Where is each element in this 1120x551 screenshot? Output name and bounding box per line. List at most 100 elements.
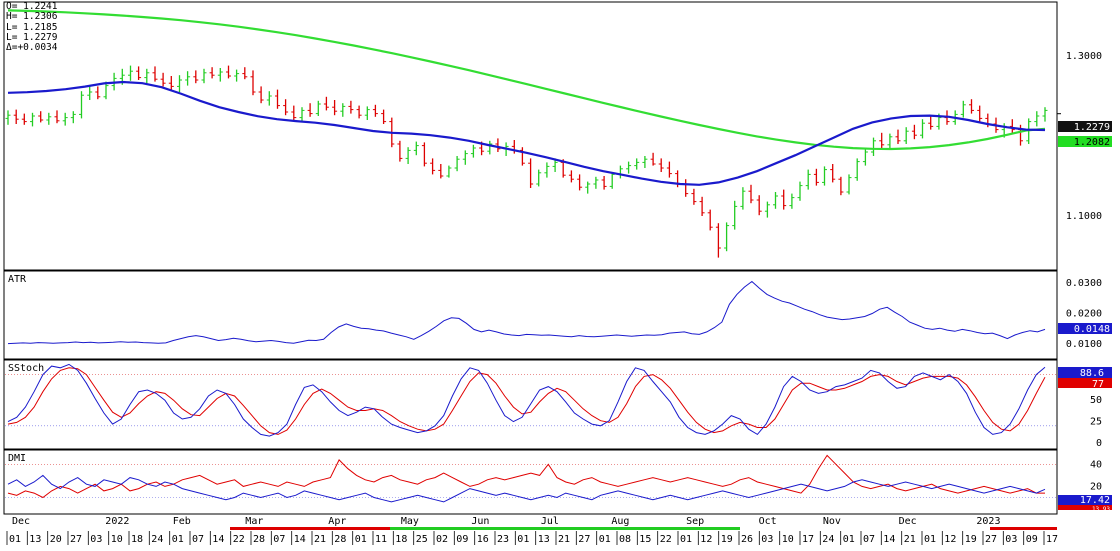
sstoch-panel — [3, 359, 1058, 450]
month-label-5: May — [401, 516, 419, 527]
day-label-26: 13 — [538, 534, 550, 545]
plus-di-line — [7, 474, 1046, 503]
dmi-y-tick-0: 40 — [1090, 459, 1102, 470]
day-label-45: 01 — [924, 534, 936, 545]
day-label-29: 01 — [599, 534, 611, 545]
day-label-12: 28 — [253, 534, 265, 545]
day-label-1: 13 — [29, 534, 41, 545]
sstoch-y-tick-2: 25 — [1090, 417, 1102, 428]
day-label-33: 01 — [680, 534, 692, 545]
sstoch-d-line — [7, 367, 1046, 435]
day-label-0: 01 — [9, 534, 21, 545]
day-label-48: 27 — [985, 534, 997, 545]
month-label-12: Dec — [899, 516, 917, 527]
day-label-2: 20 — [50, 534, 62, 545]
minus-di-badge-bg — [1058, 505, 1112, 510]
ma-short-line — [7, 80, 1046, 186]
atr-y-tick-2: 0.0100 — [1066, 339, 1102, 350]
month-label-4: Apr — [328, 516, 346, 527]
low-readout: L= 1.2185 — [6, 21, 58, 33]
day-label-43: 14 — [883, 534, 895, 545]
month-label-1: 2022 — [105, 516, 129, 527]
atr-y-tick-0: 0.0300 — [1066, 278, 1102, 289]
day-label-14: 14 — [294, 534, 306, 545]
day-label-8: 01 — [172, 534, 184, 545]
last-price-badge: 1.2279 — [1074, 122, 1110, 133]
color-strip-green — [390, 527, 740, 530]
month-label-11: Nov — [823, 516, 841, 527]
day-label-35: 19 — [721, 534, 733, 545]
day-label-25: 01 — [517, 534, 529, 545]
ma-long-line — [7, 9, 1046, 151]
price-y-tick-1: 1.1000 — [1066, 211, 1102, 222]
open-readout: O= 1.2241 — [6, 1, 58, 12]
sstoch-y-tick-3: 0 — [1096, 438, 1102, 449]
day-label-36: 26 — [741, 534, 753, 545]
month-label-10: Oct — [759, 516, 777, 527]
day-label-6: 18 — [131, 534, 143, 545]
month-label-13: 2023 — [976, 516, 1000, 527]
day-label-13: 07 — [273, 534, 285, 545]
day-label-21: 02 — [436, 534, 448, 545]
ohlc-readout: O= 1.2241 H= 1.2306 L= 1.2185 L= 1.2279 … — [6, 1, 58, 54]
day-label-10: 14 — [212, 534, 224, 545]
day-label-19: 18 — [395, 534, 407, 545]
month-label-0: Dec — [12, 516, 30, 527]
month-label-9: Sep — [686, 516, 704, 527]
day-label-15: 21 — [314, 534, 326, 545]
day-label-41: 01 — [843, 534, 855, 545]
day-label-46: 12 — [944, 534, 956, 545]
dmi-panel — [3, 449, 1058, 515]
atr-label: ATR — [8, 274, 27, 285]
last-readout: L= 1.2279 — [6, 31, 58, 43]
day-label-20: 25 — [416, 534, 428, 545]
price-y-tick-0: 1.3000 — [1066, 51, 1102, 62]
k-badge: 88.6 — [1080, 368, 1104, 379]
atr-panel — [3, 270, 1058, 360]
ma-badge-bg — [1058, 136, 1112, 147]
sstoch-y-tick-1: 50 — [1090, 395, 1102, 406]
day-label-37: 03 — [761, 534, 773, 545]
change-readout: Δ=+0.0034 — [6, 42, 58, 54]
atr-line — [7, 280, 1046, 345]
minus-di-badge: 13.93 — [1092, 506, 1110, 513]
day-label-27: 21 — [558, 534, 570, 545]
day-label-32: 22 — [660, 534, 672, 545]
day-label-39: 17 — [802, 534, 814, 545]
sstoch-k-line — [7, 363, 1046, 437]
atr-badge-bg — [1058, 323, 1112, 334]
month-label-8: Aug — [611, 516, 629, 527]
day-label-47: 19 — [965, 534, 977, 545]
day-label-31: 15 — [639, 534, 651, 545]
k-badge-bg — [1058, 367, 1112, 378]
high-readout: H= 1.2306 — [6, 11, 58, 23]
month-label-7: Jul — [541, 516, 559, 527]
month-label-2: Feb — [173, 516, 191, 527]
day-label-50: 09 — [1026, 534, 1038, 545]
dmi-label: DMI — [8, 453, 26, 464]
minus-di-line — [7, 454, 1045, 499]
ma-badge: 1.2082 — [1074, 137, 1110, 148]
day-label-30: 08 — [619, 534, 631, 545]
sstoch-label: SStoch — [8, 363, 44, 374]
plus-di-badge: 17.42 — [1080, 495, 1110, 506]
day-label-44: 21 — [904, 534, 916, 545]
color-strip-red-2 — [990, 527, 1057, 530]
day-label-38: 10 — [782, 534, 794, 545]
day-label-51: 17 — [1046, 534, 1058, 545]
day-label-11: 22 — [233, 534, 245, 545]
day-label-24: 23 — [497, 534, 509, 545]
day-label-42: 07 — [863, 534, 875, 545]
dmi-y-tick-1: 20 — [1090, 481, 1102, 492]
day-label-5: 10 — [111, 534, 123, 545]
plus-di-badge-bg — [1058, 495, 1112, 505]
day-label-40: 24 — [822, 534, 834, 545]
day-label-49: 03 — [1005, 534, 1017, 545]
day-label-17: 01 — [355, 534, 367, 545]
last-price-badge-bg — [1058, 121, 1112, 132]
day-label-4: 03 — [90, 534, 102, 545]
day-label-18: 11 — [375, 534, 387, 545]
day-label-23: 16 — [477, 534, 489, 545]
